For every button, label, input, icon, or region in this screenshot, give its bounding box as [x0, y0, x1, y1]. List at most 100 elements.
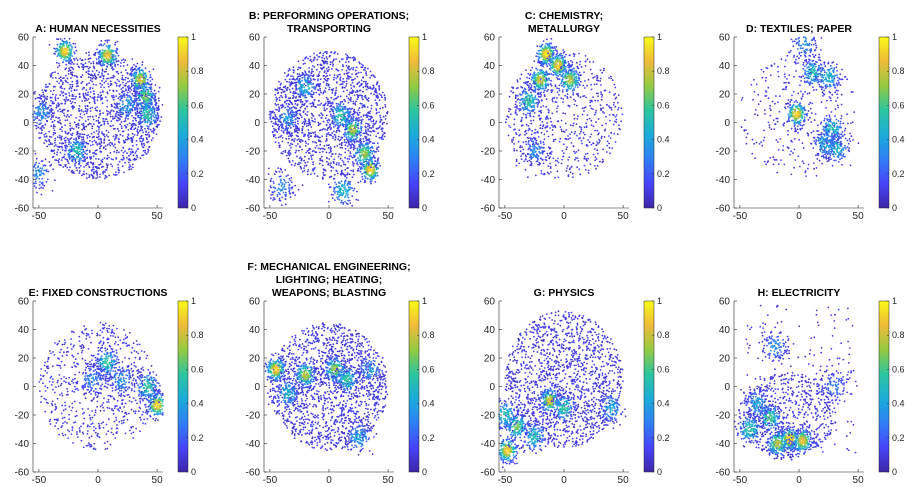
scatter-point — [376, 160, 379, 163]
scatter-point — [77, 135, 80, 138]
scatter-point — [311, 96, 313, 98]
scatter-point — [309, 55, 312, 58]
scatter-point — [365, 72, 367, 75]
scatter-point — [384, 115, 387, 117]
scatter-point — [91, 96, 94, 99]
scatter-point — [127, 117, 129, 120]
scatter-point — [106, 112, 109, 115]
scatter-point — [70, 71, 72, 74]
scatter-point — [375, 112, 378, 115]
scatter-point — [360, 71, 362, 74]
scatter-point — [294, 162, 297, 165]
scatter-point — [306, 105, 309, 108]
scatter-point — [331, 68, 333, 70]
scatter-point — [76, 59, 79, 62]
scatter-point — [41, 106, 44, 108]
scatter-point — [299, 80, 302, 83]
scatter-point — [102, 134, 105, 137]
scatter-point — [83, 156, 86, 159]
scatter-point — [332, 106, 334, 108]
scatter-point — [139, 99, 141, 101]
scatter-point — [157, 117, 160, 120]
scatter-point — [372, 120, 375, 123]
scatter-point — [114, 139, 116, 141]
scatter-point — [353, 112, 355, 115]
scatter-point — [330, 127, 332, 129]
scatter-point — [121, 90, 124, 92]
scatter-point — [112, 145, 115, 147]
scatter-point — [156, 119, 159, 122]
scatter-point — [134, 81, 137, 84]
scatter-point — [92, 163, 95, 166]
scatter-point — [63, 108, 66, 111]
scatter-point — [351, 73, 353, 75]
scatter-point — [357, 181, 360, 184]
scatter-point — [111, 117, 114, 120]
scatter-point — [39, 173, 41, 176]
scatter-point — [42, 109, 45, 112]
scatter-point — [115, 47, 118, 50]
colorbar-tick-label: 0 — [191, 203, 196, 213]
scatter-point — [379, 120, 382, 123]
scatter-point — [142, 114, 145, 116]
scatter-point — [314, 131, 317, 133]
scatter-point — [322, 120, 325, 123]
scatter-point — [148, 146, 151, 149]
scatter-point — [295, 149, 298, 152]
scatter-point — [130, 99, 133, 102]
scatter-point — [116, 111, 119, 113]
scatter-point — [86, 177, 88, 180]
scatter-point — [149, 74, 152, 76]
scatter-point — [313, 66, 316, 68]
scatter-point — [51, 156, 54, 159]
scatter-point — [49, 111, 51, 113]
scatter-point — [102, 112, 104, 115]
scatter-point — [327, 66, 330, 69]
scatter-point — [122, 151, 125, 154]
scatter-point — [95, 153, 98, 156]
scatter-point — [126, 64, 129, 66]
scatter-point — [127, 80, 129, 83]
scatter-point — [303, 167, 305, 170]
scatter-point — [123, 90, 125, 93]
scatter-point — [157, 109, 160, 111]
scatter-point — [49, 90, 52, 92]
scatter-point — [110, 163, 112, 166]
scatter-point — [101, 69, 104, 72]
scatter-point — [334, 181, 336, 184]
scatter-point — [373, 93, 375, 96]
scatter-point — [362, 69, 365, 71]
scatter-point — [336, 162, 338, 164]
scatter-point — [106, 50, 109, 53]
scatter-point — [147, 131, 150, 134]
scatter-point — [296, 68, 299, 71]
scatter-point — [326, 108, 328, 110]
scatter-point — [109, 152, 112, 154]
scatter-point — [308, 83, 310, 86]
scatter-point — [299, 162, 302, 164]
scatter-point — [302, 120, 305, 123]
scatter-point — [71, 134, 73, 137]
scatter-point — [316, 63, 319, 66]
scatter-point — [51, 150, 54, 153]
scatter-point — [304, 145, 307, 147]
scatter-point — [275, 96, 278, 99]
scatter-point — [71, 66, 74, 69]
scatter-point — [322, 92, 325, 95]
scatter-point — [115, 71, 118, 73]
scatter-point — [67, 160, 69, 163]
scatter-point — [124, 59, 127, 62]
scatter-point — [120, 108, 123, 110]
scatter-point — [83, 140, 85, 143]
scatter-point — [117, 54, 120, 57]
scatter-point — [130, 128, 133, 131]
scatter-point — [128, 166, 131, 169]
scatter-point — [42, 187, 44, 190]
scatter-point — [287, 150, 290, 153]
scatter-point — [102, 91, 104, 93]
scatter-point — [92, 136, 94, 139]
scatter-point — [319, 148, 322, 150]
scatter-point — [81, 133, 84, 136]
scatter-point — [68, 69, 71, 71]
